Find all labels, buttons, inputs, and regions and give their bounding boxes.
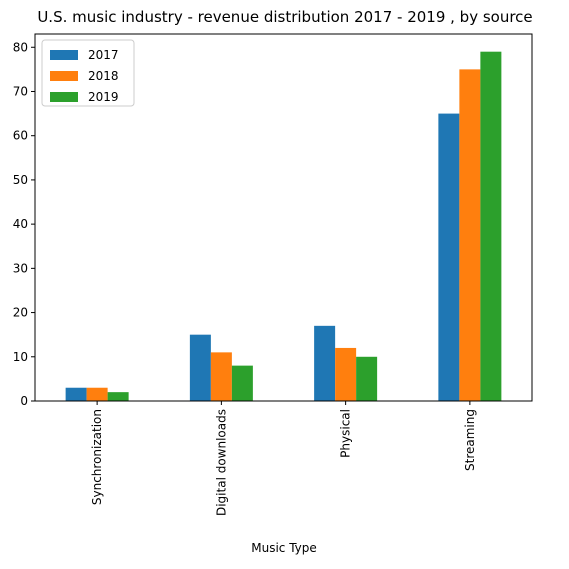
x-axis-title: Music Type <box>251 541 317 555</box>
bar-2018-synchronization <box>86 387 108 401</box>
legend-swatch-2017 <box>50 50 78 60</box>
y-tick-label: 30 <box>13 261 28 275</box>
y-tick-label: 60 <box>13 129 28 143</box>
y-tick-label: 50 <box>13 173 28 187</box>
y-tick-label: 20 <box>13 306 28 320</box>
legend-label-2017: 2017 <box>88 48 119 62</box>
y-axis: 0 10 20 30 40 50 60 70 80 <box>13 40 35 408</box>
legend-label-2019: 2019 <box>88 90 119 104</box>
x-tick-label: Digital downloads <box>214 409 228 516</box>
bar-2017-synchronization <box>65 387 87 401</box>
legend-swatch-2018 <box>50 71 78 81</box>
bar-2019-streaming <box>480 51 502 402</box>
bars-layer <box>65 51 502 402</box>
bar-2017-digital-downloads <box>189 334 211 401</box>
chart-title: U.S. music industry - revenue distributi… <box>37 8 532 26</box>
y-tick-label: 10 <box>13 350 28 364</box>
bar-2018-digital-downloads <box>210 352 232 401</box>
x-tick-label: Streaming <box>463 409 477 471</box>
bar-2017-streaming <box>438 113 460 401</box>
x-tick-label: Synchronization <box>90 409 104 505</box>
legend-label-2018: 2018 <box>88 69 119 83</box>
x-tick-label: Physical <box>339 409 353 458</box>
legend-swatch-2019 <box>50 92 78 102</box>
x-axis: Synchronization Digital downloads Physical… <box>90 401 477 516</box>
bar-2018-physical <box>335 347 357 401</box>
legend: 2017 2018 2019 <box>41 39 135 107</box>
y-tick-label: 80 <box>13 40 28 54</box>
bar-2017-physical <box>314 325 336 401</box>
plot-area-frame <box>34 33 533 402</box>
bar-2019-synchronization <box>107 392 129 401</box>
bar-2018-streaming <box>459 69 481 401</box>
y-tick-label: 0 <box>20 394 28 408</box>
bar-2019-digital-downloads <box>231 365 253 401</box>
y-tick-label: 40 <box>13 217 28 231</box>
bar-2019-physical <box>356 356 378 401</box>
y-tick-label: 70 <box>13 84 28 98</box>
